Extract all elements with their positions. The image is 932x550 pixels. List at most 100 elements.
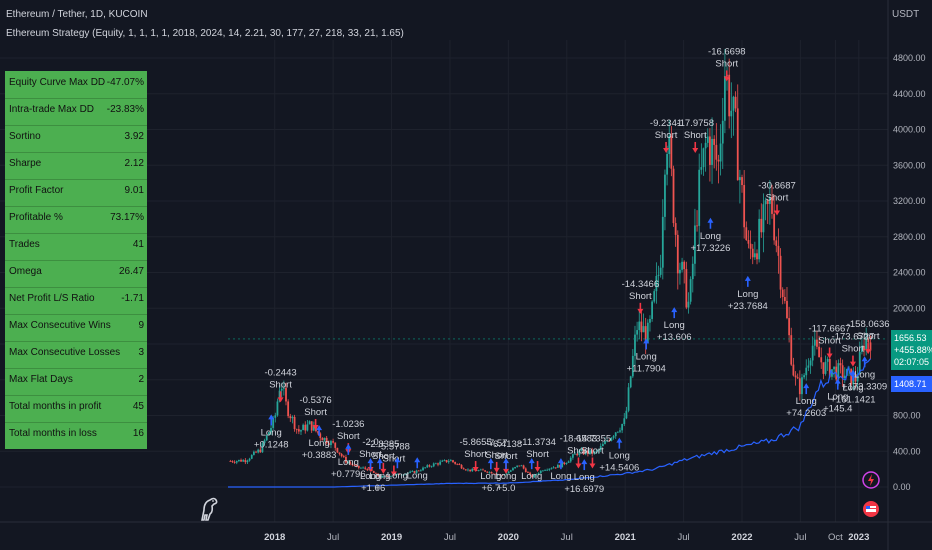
- long-signal-label: Long+5.0: [495, 471, 516, 494]
- candle-body: [407, 472, 409, 474]
- long-signal-label: Long: [387, 470, 408, 481]
- candle-body: [760, 218, 763, 233]
- stat-row: Profit Factor 9.01: [5, 183, 147, 201]
- signal-label-line: -18.6583: [560, 433, 598, 444]
- candle-body: [816, 339, 818, 347]
- long-arrow-head: [557, 458, 564, 464]
- signal-label-line: Long: [609, 451, 630, 462]
- short-arrow-head: [589, 463, 596, 469]
- currency-label[interactable]: USDT: [892, 9, 920, 20]
- candle-body: [441, 460, 444, 462]
- candle-body: [664, 174, 666, 217]
- long-signal: Long+74.2603: [786, 383, 826, 419]
- candle-body: [417, 470, 420, 472]
- signal-label-line: -0.5376: [299, 395, 331, 406]
- long-signal: Long+145.4: [823, 378, 852, 415]
- candle-body: [467, 469, 469, 471]
- candle-body: [527, 472, 529, 473]
- candle-body: [482, 469, 484, 471]
- candle-body: [805, 367, 808, 376]
- candle-body: [411, 471, 414, 472]
- time-axis[interactable]: 2018 Jul 2019 Jul 2020 Jul 2021 Jul 2022 Jul Oct 20…: [264, 532, 869, 543]
- y-tick-label: 3200.00: [893, 196, 926, 206]
- candle-body: [608, 440, 611, 442]
- long-signal: Long+6: [369, 458, 390, 494]
- stat-row: Trades 41: [5, 237, 147, 255]
- candle-body: [736, 108, 739, 181]
- candle-body: [629, 376, 632, 388]
- lightning-icon[interactable]: [862, 471, 880, 489]
- short-arrow-head: [575, 463, 582, 469]
- candle-body: [565, 462, 568, 464]
- candle-body: [434, 463, 437, 465]
- candle-body: [546, 469, 549, 471]
- long-arrow-head: [803, 383, 810, 389]
- flag-icon[interactable]: [862, 500, 880, 518]
- candle-body: [818, 346, 820, 358]
- long-signal: Long+23.7684: [728, 275, 768, 312]
- candle-body: [672, 168, 675, 224]
- signal-label-line: Short: [269, 379, 292, 390]
- candle-body: [492, 473, 495, 475]
- candle-body: [659, 267, 662, 275]
- candle-body: [687, 301, 690, 308]
- candle-body: [415, 470, 418, 473]
- signal-label-line: Short: [581, 445, 604, 456]
- candle-body: [666, 154, 668, 175]
- long-signal: Long+16.6979: [564, 459, 604, 495]
- signal-label-line: Long: [574, 472, 595, 483]
- candle-body: [426, 465, 429, 468]
- symbol-title[interactable]: Ethereum / Tether, 1D, KUCOIN: [6, 9, 148, 20]
- stat-divider: [5, 206, 147, 207]
- candle-body: [773, 213, 776, 241]
- candle-body: [351, 463, 354, 466]
- stat-row: Sharpe 2.12: [5, 156, 147, 174]
- stat-value: 9: [138, 320, 144, 331]
- candle-body: [524, 468, 527, 473]
- signal-label-line: +6.7: [481, 483, 500, 494]
- signal-label-line: Short: [526, 449, 549, 460]
- signal-label-line: Short: [567, 445, 590, 456]
- candle-body: [616, 431, 619, 433]
- candle-body: [813, 339, 816, 346]
- candle-body: [719, 143, 722, 162]
- candle-body: [479, 469, 482, 471]
- stat-divider: [5, 260, 147, 261]
- stat-label: Net Profit L/S Ratio: [9, 293, 95, 304]
- candle-body: [364, 467, 367, 469]
- signal-label-line: -2.8385: [367, 439, 399, 450]
- candle-body: [494, 473, 497, 475]
- signal-label-line: Short: [337, 431, 360, 442]
- long-arrow-head: [268, 414, 275, 420]
- candle-body: [291, 416, 294, 419]
- candle-body: [796, 377, 799, 379]
- long-signal: Long+0.7796: [331, 443, 366, 480]
- candle-body: [486, 471, 489, 473]
- stat-row: Sortino 3.92: [5, 129, 147, 147]
- dino-logo-icon[interactable]: [198, 494, 220, 522]
- stat-divider: [5, 368, 147, 369]
- price-change: +455.88%: [894, 345, 932, 355]
- candle-body: [520, 465, 523, 467]
- long-signal-label: Long+14.5406: [599, 451, 639, 474]
- candle-body: [638, 321, 641, 331]
- strategy-legend[interactable]: Ethereum Strategy (Equity, 1, 1, 1, 1, 2…: [6, 28, 404, 39]
- candle-body: [287, 401, 290, 417]
- candle-body: [595, 451, 598, 453]
- long-signal: Long+1.0: [360, 458, 381, 494]
- candle-body: [627, 387, 630, 411]
- price-axis[interactable]: 0.00400.00800.001200.001600.002000.00240…: [893, 53, 926, 492]
- candle-body: [297, 429, 300, 432]
- signal-label-line: Long: [407, 470, 428, 481]
- candle-body: [449, 460, 452, 462]
- long-signal: Long+173.3309: [842, 356, 887, 392]
- y-tick-label: 4800.00: [893, 53, 926, 63]
- candle-body: [516, 465, 519, 467]
- stat-row: Max Consecutive Losses 3: [5, 345, 147, 363]
- candle-body: [402, 474, 405, 476]
- stat-row: Equity Curve Max DD -47.07%: [5, 75, 147, 93]
